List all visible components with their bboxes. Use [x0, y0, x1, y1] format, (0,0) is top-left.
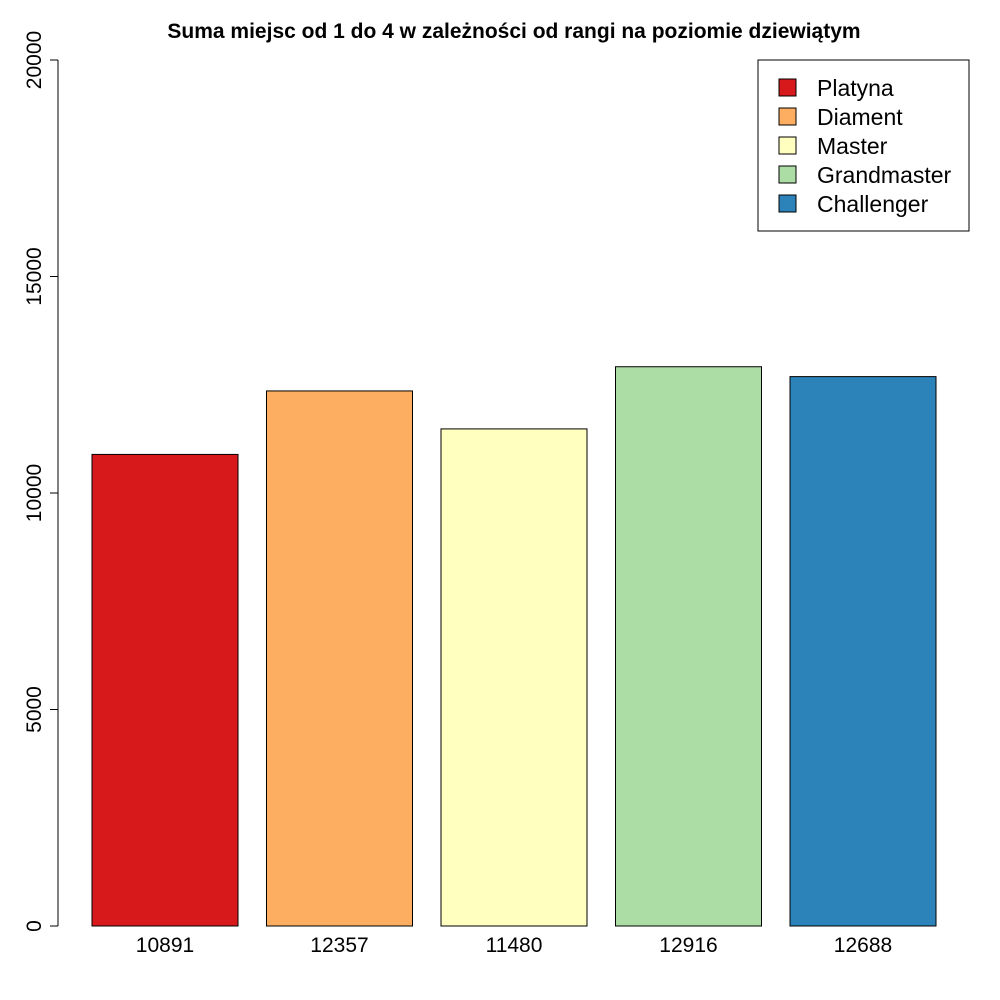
- legend-swatch: [778, 165, 797, 184]
- legend-entry: Master: [817, 133, 888, 159]
- category-label: 12916: [659, 934, 717, 957]
- legend-entry: Platyna: [817, 75, 894, 101]
- y-axis: 0 5000 10000 15000 20000: [23, 31, 59, 932]
- category-label: 11480: [486, 934, 543, 957]
- chart-title: Suma miejsc od 1 do 4 w zależności od ra…: [167, 20, 860, 43]
- bar-challenger: [789, 376, 937, 927]
- category-labels: 10891 12357 11480 12916 12688: [136, 934, 892, 957]
- category-label: 12357: [310, 934, 368, 957]
- y-tick-label: 5000: [23, 686, 46, 733]
- y-tick-label: 0: [23, 920, 46, 932]
- legend-entry: Grandmaster: [817, 162, 952, 188]
- y-tick-label: 15000: [23, 247, 46, 305]
- category-label: 12688: [834, 934, 892, 957]
- legend-swatch: [778, 107, 797, 126]
- bar-grandmaster: [615, 366, 762, 927]
- bar-diament: [266, 390, 413, 927]
- legend-swatch: [778, 78, 797, 97]
- legend-swatch: [778, 194, 797, 213]
- legend-entry: Challenger: [817, 191, 929, 217]
- category-label: 10891: [136, 934, 194, 957]
- y-tick-label: 20000: [23, 31, 46, 89]
- legend-swatch: [778, 136, 797, 155]
- bar-master: [440, 428, 588, 927]
- bar-platyna: [91, 453, 239, 927]
- y-tick-label: 10000: [23, 464, 46, 522]
- legend-entry: Diament: [817, 104, 903, 130]
- bars: [91, 366, 937, 927]
- legend: Platyna Diament Master Grandmaster Challenge…: [757, 59, 970, 232]
